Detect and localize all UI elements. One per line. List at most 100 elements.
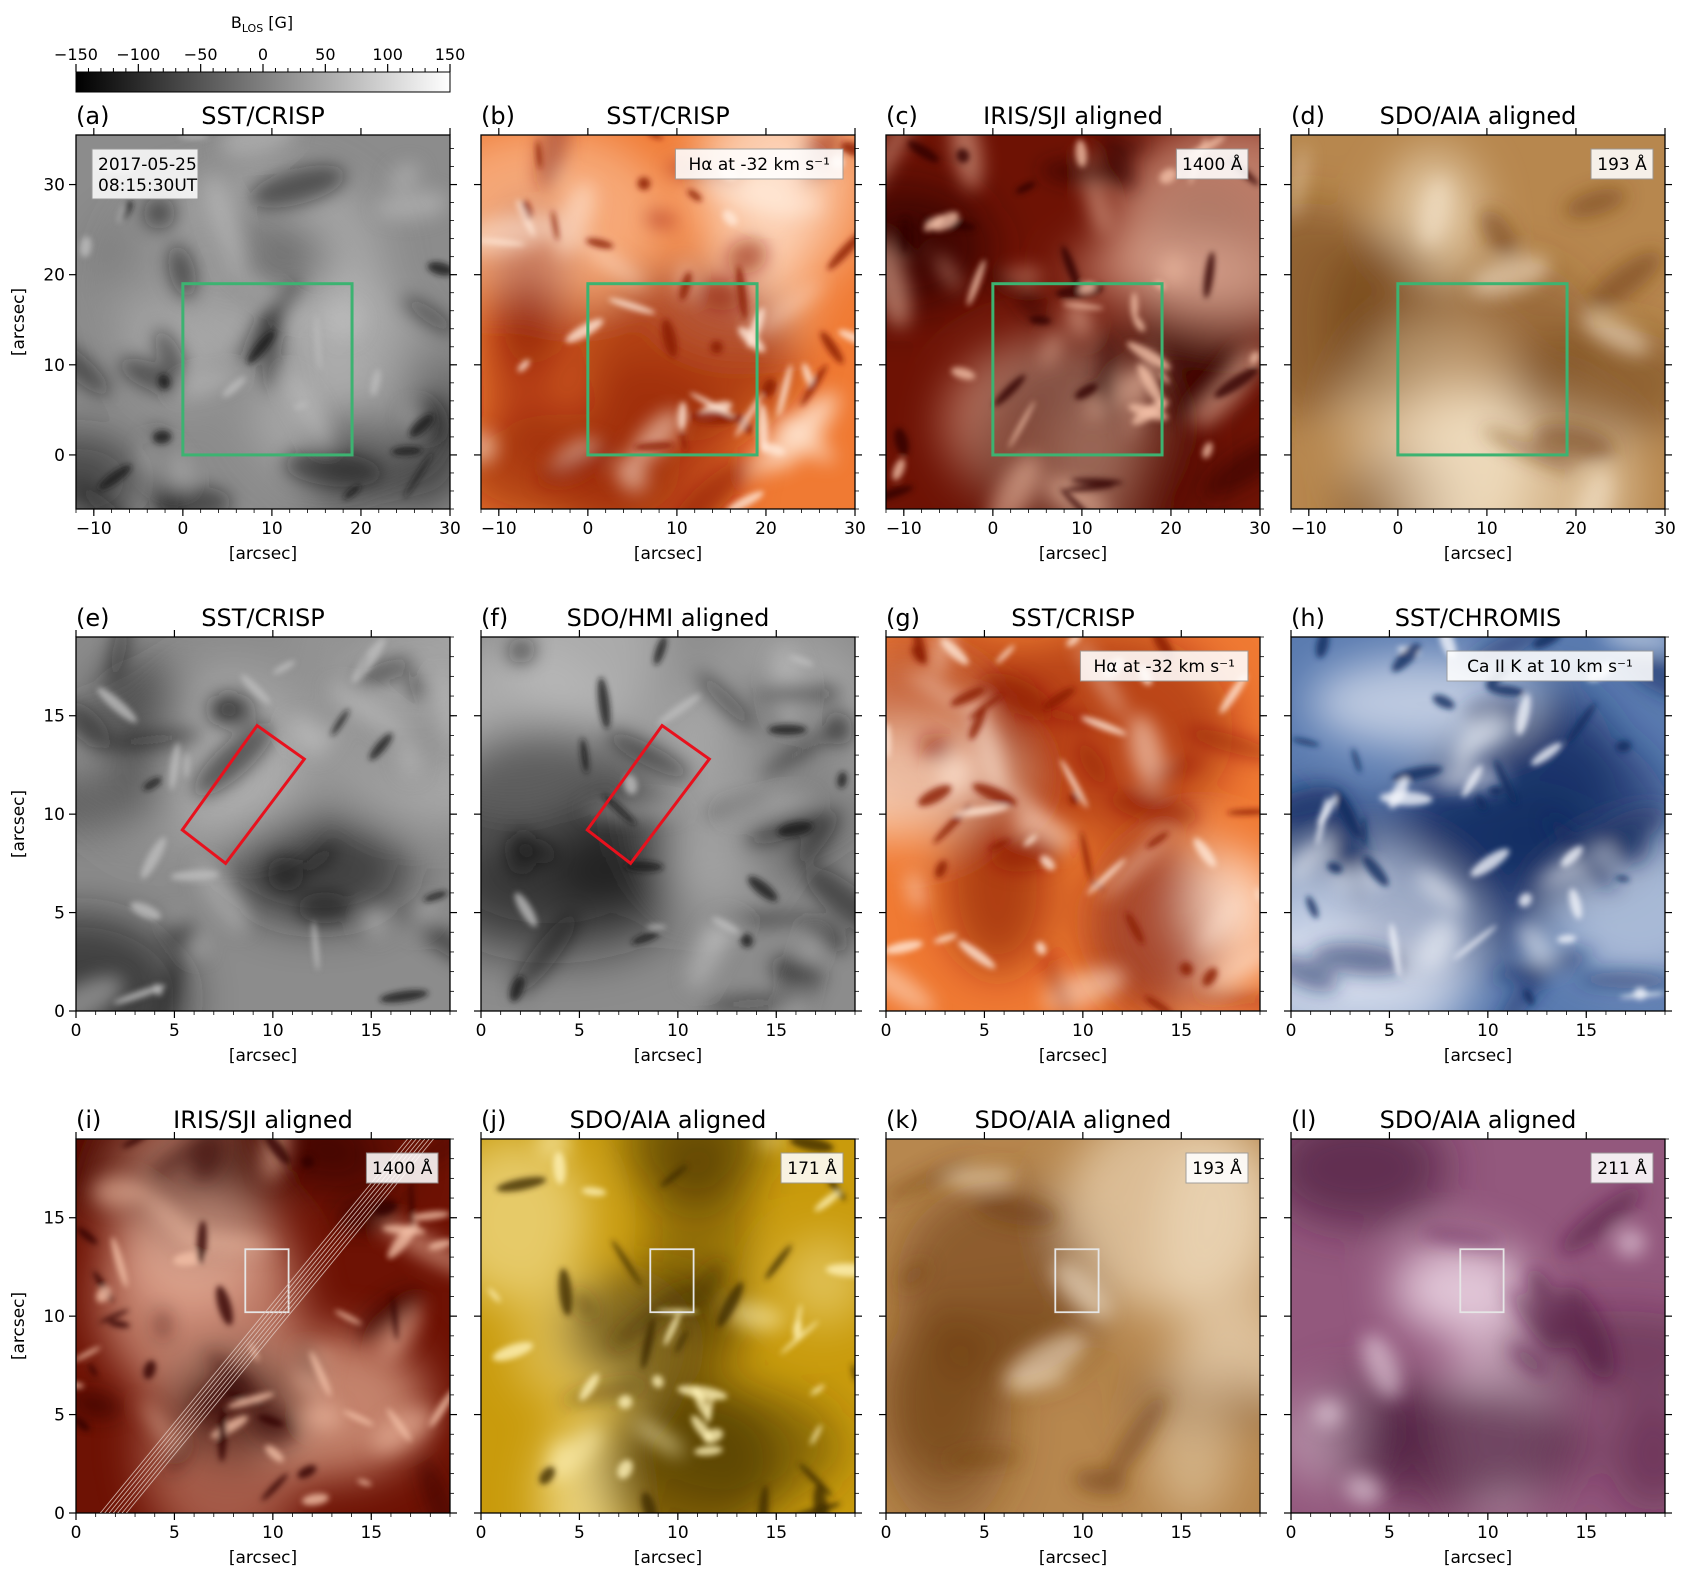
panel-a-frame	[75, 134, 451, 510]
x-tick-label: 15	[1170, 1021, 1192, 1041]
date-label: 2017-05-25	[98, 155, 197, 175]
colorbar: BLOS [G] −150 −100 −50 0 50 100 150	[54, 13, 465, 93]
panel-title: SST/CRISP	[201, 604, 324, 632]
x-tick-label: 15	[765, 1021, 787, 1041]
x-tick-label: 5	[1384, 1021, 1395, 1041]
x-tick-label: 0	[71, 1021, 82, 1041]
panel-letter: (k)	[886, 1106, 919, 1134]
x-tick-label: 10	[1477, 1021, 1499, 1041]
slit-line	[100, 1139, 408, 1513]
panel-c: 1400 Å (c) IRIS/SJI aligned −10 0 10 20 30 [arcs…	[879, 102, 1271, 564]
panel-title: IRIS/SJI aligned	[983, 102, 1163, 130]
x-tick-label: 0	[177, 519, 188, 539]
colorbar-tick-label: 100	[372, 45, 403, 64]
panel-title: IRIS/SJI aligned	[173, 1106, 353, 1134]
panel-d: 193 Å (d) SDO/AIA aligned −10 0 10 20 30 [arcsec…	[1284, 102, 1676, 564]
colorbar-tick-label: −50	[184, 45, 218, 64]
channel-label-box	[1590, 1152, 1654, 1184]
panel-l-image	[1291, 1139, 1665, 1513]
colorbar-gradient	[75, 71, 451, 93]
panel-f: (f) SDO/HMI aligned 0 5 10 15 [arcsec]	[474, 604, 862, 1066]
panel-b: Hα at -32 km s⁻¹ (b) SST/CRISP −10 0 10 20 30 [a…	[474, 102, 866, 564]
panel-letter: (b)	[481, 102, 515, 130]
channel-label-box	[674, 148, 844, 180]
x-axis-label: [arcsec]	[1039, 544, 1107, 564]
channel-label-box	[365, 1152, 439, 1184]
panel-l: 211 Å (l) SDO/AIA aligned 0 5 10 15 [arcsec]	[1284, 1106, 1672, 1568]
panel-l-frame	[1290, 1138, 1666, 1514]
channel-label: Ca II K at 10 km s⁻¹	[1467, 657, 1633, 677]
x-tick-label: 10	[666, 519, 688, 539]
panel-title: SDO/HMI aligned	[567, 604, 770, 632]
y-axis-label: [arcsec]	[9, 790, 29, 858]
x-tick-label: 30	[1654, 519, 1676, 539]
panel-f-frame	[480, 636, 856, 1012]
panel-letter: (i)	[76, 1106, 101, 1134]
x-axis-label: [arcsec]	[634, 1548, 702, 1568]
channel-label-box	[780, 1152, 844, 1184]
panel-title: SDO/AIA aligned	[1380, 1106, 1577, 1134]
x-tick-label: 0	[1286, 1021, 1297, 1041]
x-tick-label: 15	[360, 1021, 382, 1041]
x-tick-label: 5	[574, 1021, 585, 1041]
panel-h-image	[1291, 637, 1665, 1011]
x-tick-label: 20	[1565, 519, 1587, 539]
x-tick-label: −10	[76, 519, 112, 539]
y-tick-label: 0	[54, 1504, 65, 1524]
slit-line	[126, 1139, 434, 1513]
panel-g-frame	[885, 636, 1261, 1012]
panel-letter: (l)	[1291, 1106, 1316, 1134]
channel-label: 193 Å	[1192, 1157, 1242, 1179]
panel-letter: (f)	[481, 604, 508, 632]
channel-label-box	[1175, 148, 1249, 180]
x-tick-label: 0	[71, 1523, 82, 1543]
x-tick-label: 20	[350, 519, 372, 539]
x-tick-label: 15	[1575, 1021, 1597, 1041]
panel-g-image	[886, 637, 1260, 1011]
x-tick-label: 15	[1170, 1523, 1192, 1543]
y-tick-label: 10	[43, 1307, 65, 1327]
small-roi-box	[1459, 1248, 1505, 1314]
panel-title: SST/CRISP	[201, 102, 324, 130]
panel-title: SDO/AIA aligned	[1380, 102, 1577, 130]
panel-letter: (d)	[1291, 102, 1325, 130]
x-tick-label: 5	[1384, 1523, 1395, 1543]
panel-c-frame	[885, 134, 1261, 510]
panel-k: 193 Å (k) SDO/AIA aligned 0 5 10 15 [arcsec]	[879, 1106, 1267, 1568]
y-tick-label: 0	[54, 1002, 65, 1022]
x-axis-label: [arcsec]	[229, 1046, 297, 1066]
x-tick-label: 30	[844, 519, 866, 539]
panel-d-image	[1291, 135, 1665, 509]
channel-label-box	[1590, 148, 1654, 180]
panel-d-frame	[1290, 134, 1666, 510]
y-tick-label: 5	[54, 1406, 65, 1426]
x-axis-label: [arcsec]	[1039, 1046, 1107, 1066]
x-axis-label: [arcsec]	[1444, 1046, 1512, 1066]
channel-label-box	[1185, 1152, 1249, 1184]
x-tick-label: 0	[881, 1523, 892, 1543]
x-tick-label: 0	[582, 519, 593, 539]
panel-letter: (h)	[1291, 604, 1325, 632]
slit-line	[121, 1139, 430, 1513]
panel-k-frame	[885, 1138, 1261, 1514]
channel-label: Hα at -32 km s⁻¹	[688, 155, 830, 175]
x-tick-label: 20	[755, 519, 777, 539]
panel-g: Hα at -32 km s⁻¹ (g) SST/CRISP 0 5 10 15 [arcse…	[879, 604, 1267, 1066]
panel-letter: (j)	[481, 1106, 506, 1134]
channel-label: 211 Å	[1597, 1157, 1647, 1179]
roi-box	[586, 282, 759, 457]
panel-title: SST/CRISP	[1011, 604, 1134, 632]
panel-i-frame	[75, 1138, 451, 1514]
panel-title: SDO/AIA aligned	[570, 1106, 767, 1134]
x-tick-label: 0	[476, 1021, 487, 1041]
x-axis-label: [arcsec]	[229, 1548, 297, 1568]
x-tick-label: 30	[1249, 519, 1271, 539]
panel-k-image	[886, 1139, 1260, 1513]
slit-line	[113, 1139, 421, 1513]
small-roi-box	[649, 1248, 695, 1314]
channel-label: 1400 Å	[1182, 153, 1243, 175]
panel-letter: (a)	[76, 102, 109, 130]
y-axis-label: [arcsec]	[9, 1292, 29, 1360]
y-tick-label: 10	[43, 356, 65, 376]
x-tick-label: 5	[979, 1523, 990, 1543]
